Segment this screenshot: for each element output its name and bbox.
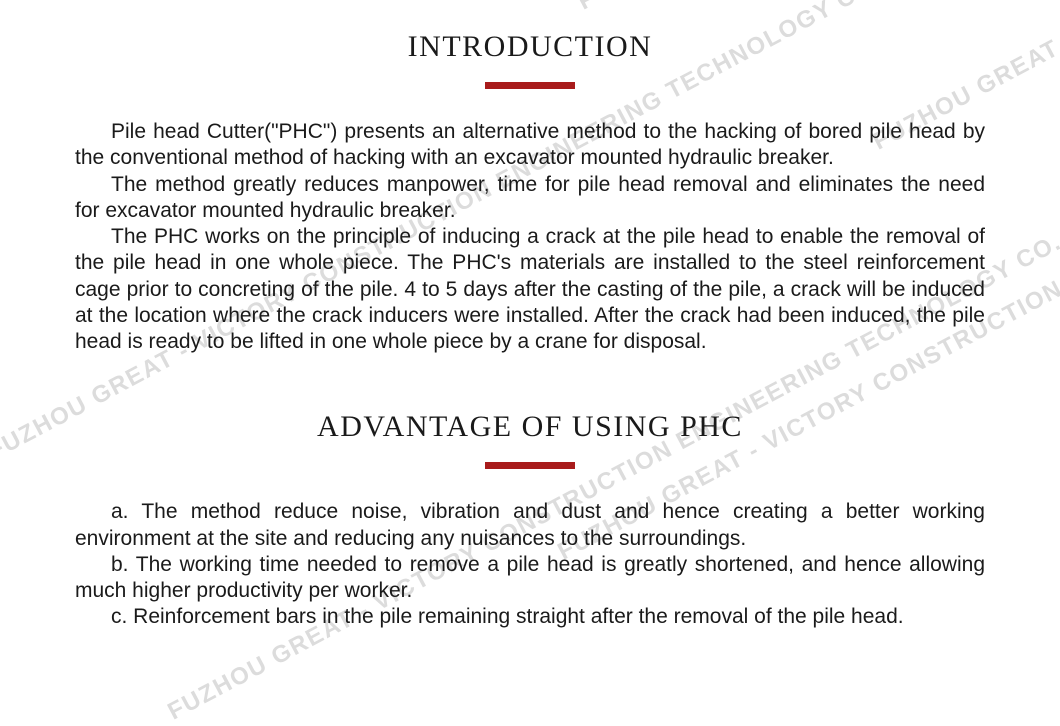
section-title: ADVANTAGE OF USING PHC <box>75 410 985 444</box>
paragraph: The method greatly reduces manpower, tim… <box>75 172 985 225</box>
document-content: INTRODUCTION Pile head Cutter("PHC") pre… <box>0 0 1060 631</box>
advantage-body: a. The method reduce noise, vibration an… <box>75 499 985 630</box>
section-advantage: ADVANTAGE OF USING PHC a. The method red… <box>75 410 985 630</box>
introduction-body: Pile head Cutter("PHC") presents an alte… <box>75 119 985 355</box>
title-underline <box>485 462 575 469</box>
section-title: INTRODUCTION <box>75 30 985 64</box>
paragraph: The PHC works on the principle of induci… <box>75 224 985 355</box>
advantage-item: b. The working time needed to remove a p… <box>75 552 985 605</box>
title-underline <box>485 82 575 89</box>
paragraph: Pile head Cutter("PHC") presents an alte… <box>75 119 985 172</box>
advantage-item: c. Reinforcement bars in the pile remain… <box>75 604 985 630</box>
advantage-item: a. The method reduce noise, vibration an… <box>75 499 985 552</box>
section-introduction: INTRODUCTION Pile head Cutter("PHC") pre… <box>75 30 985 355</box>
